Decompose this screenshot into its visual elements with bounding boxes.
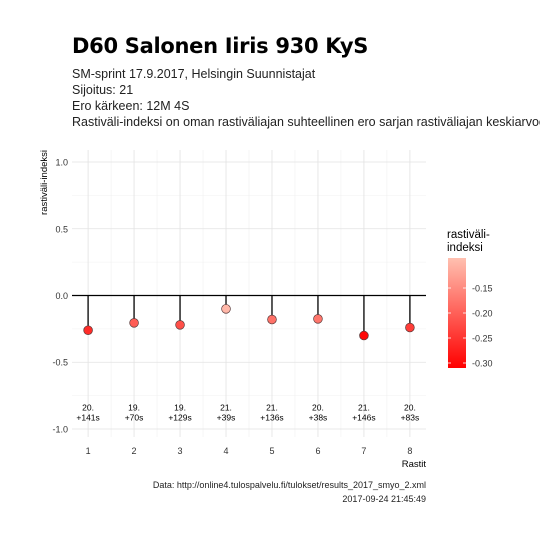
caption-source: Data: http://online4.tulospalvelu.fi/tul… bbox=[152, 480, 426, 490]
chart-title: D60 Salonen Iiris 930 KyS bbox=[72, 34, 369, 58]
subtitle-line-2: Sijoitus: 21 bbox=[72, 83, 134, 97]
y-axis-title: rastiväli-indeksi bbox=[39, 150, 50, 215]
x-tick-label: 5 bbox=[269, 446, 274, 456]
point-label: 21. +39s bbox=[217, 402, 236, 422]
data-point bbox=[405, 322, 415, 333]
data-point bbox=[129, 318, 139, 328]
x-tick-label: 8 bbox=[407, 446, 412, 456]
subtitle-line-3: Ero kärkeen: 12M 4S bbox=[72, 99, 190, 113]
y-tick-label: 1.0 bbox=[55, 158, 68, 168]
legend-tick-label: -0.30 bbox=[472, 359, 493, 369]
x-tick-label: 2 bbox=[132, 446, 137, 456]
point-label: 19. +70s bbox=[125, 402, 144, 422]
x-tick-label: 4 bbox=[224, 446, 229, 456]
point-label: 20. +83s bbox=[401, 402, 420, 422]
x-tick-label: 6 bbox=[315, 446, 320, 456]
point-label: 21. +146s bbox=[352, 402, 375, 422]
x-tick-label: 3 bbox=[178, 446, 183, 456]
y-tick-label: -0.5 bbox=[52, 358, 68, 368]
caption-timestamp: 2017-09-24 21:45:49 bbox=[342, 494, 426, 504]
data-point bbox=[175, 320, 185, 330]
data-point bbox=[83, 325, 93, 335]
subtitle-line-4: Rastiväli-indeksi on oman rastiväliajan … bbox=[72, 115, 540, 129]
point-label: 20. +141s bbox=[76, 402, 99, 422]
y-tick-label: 0.0 bbox=[55, 291, 68, 301]
point-label: 20. +38s bbox=[309, 402, 328, 422]
y-tick-label: 0.5 bbox=[55, 224, 68, 234]
y-tick-label: -1.0 bbox=[52, 424, 68, 434]
legend-tick-label: -0.15 bbox=[472, 284, 493, 294]
x-tick-label: 1 bbox=[86, 446, 91, 456]
data-point bbox=[267, 314, 277, 325]
legend-tick-label: -0.20 bbox=[472, 309, 493, 319]
x-tick-label: 7 bbox=[361, 446, 366, 456]
legend-title: rastiväli- bbox=[447, 229, 490, 241]
data-point bbox=[359, 330, 369, 341]
x-axis-title: Rastit bbox=[402, 459, 427, 470]
data-point bbox=[221, 304, 231, 314]
legend-colorbar bbox=[448, 258, 466, 368]
legend-tick-label: -0.25 bbox=[472, 334, 493, 344]
subtitle-line-1: SM-sprint 17.9.2017, Helsingin Suunnista… bbox=[72, 67, 316, 81]
point-label: 21. +136s bbox=[260, 402, 283, 422]
point-label: 19. +129s bbox=[168, 402, 191, 422]
data-point bbox=[313, 314, 323, 324]
legend-title: indeksi bbox=[447, 242, 483, 254]
